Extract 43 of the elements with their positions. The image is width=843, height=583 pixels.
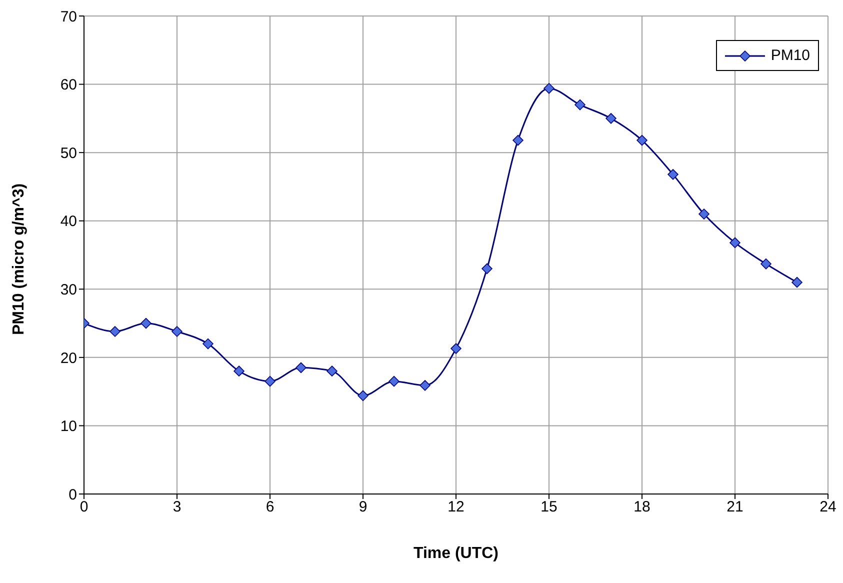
point (636, 134, 648, 146)
y-tick-label: 10 (60, 418, 77, 436)
point (388, 376, 400, 387)
point (482, 263, 492, 274)
y-tick-label: 20 (60, 350, 77, 367)
x-tick-label: 12 (448, 498, 464, 516)
point (698, 208, 710, 220)
y-tick-label: 60 (60, 76, 77, 94)
y-axis-title: PM10 (micro g/m^3) (10, 183, 28, 335)
x-tick-label: 3 (172, 498, 182, 516)
point (110, 326, 120, 337)
point (140, 318, 152, 329)
y-tick-label: 0 (68, 486, 77, 504)
point (296, 362, 306, 374)
x-tick-label: 9 (358, 498, 368, 516)
point (668, 169, 678, 180)
point (358, 390, 368, 402)
x-tick-label: 0 (80, 498, 88, 516)
x-tick-label: 15 (540, 498, 558, 516)
y-tick-label: 70 (60, 8, 77, 26)
point (792, 276, 802, 288)
x-tick-label: 6 (266, 498, 274, 516)
point (730, 237, 740, 248)
legend-label: PM10 (770, 47, 810, 64)
y-tick-label: 30 (60, 281, 77, 298)
x-tick-label: 18 (634, 498, 650, 516)
point (234, 366, 244, 376)
y-tick-label: 40 (60, 213, 77, 230)
point (172, 326, 182, 337)
point (450, 343, 462, 354)
point (544, 82, 554, 94)
point (420, 380, 430, 391)
point (760, 258, 772, 270)
point (264, 376, 276, 387)
x-axis-title: Time (UTC) (413, 545, 499, 562)
x-tick-label: 21 (726, 498, 744, 516)
point (202, 338, 214, 350)
x-tick-label: 24 (820, 498, 836, 516)
point (574, 99, 586, 110)
point (512, 134, 524, 146)
point (326, 366, 338, 376)
point (606, 113, 616, 124)
y-tick-label: 50 (60, 144, 77, 162)
